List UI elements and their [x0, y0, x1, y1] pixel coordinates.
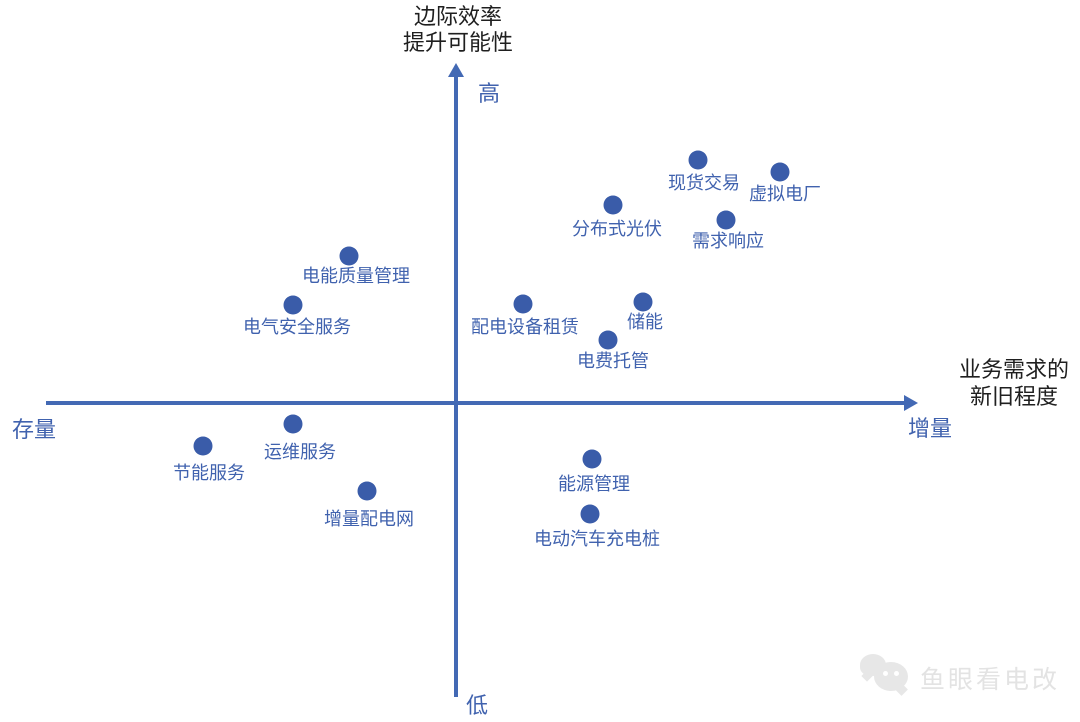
data-point-1: [688, 150, 708, 170]
data-point-4: [716, 210, 736, 230]
wechat-icon-eye: [883, 671, 888, 676]
y-axis-low-label: 低: [466, 693, 489, 718]
data-point-12: [357, 481, 377, 501]
data-point-13: [582, 449, 602, 469]
data-point-label-5: 电能质量管理: [302, 266, 410, 286]
x-axis-title: 业务需求的 新旧程度: [934, 356, 1080, 410]
data-point-label-2: 虚拟电厂: [749, 184, 821, 204]
data-point-label-10: 运维服务: [264, 442, 336, 462]
data-point-label-1: 现货交易: [668, 173, 740, 193]
data-point-11: [193, 436, 213, 456]
y-axis-title: 边际效率 提升可能性: [378, 4, 538, 56]
wechat-icon: [860, 652, 912, 696]
data-point-label-4: 需求响应: [692, 231, 764, 251]
y-axis-title-line2: 提升可能性: [402, 30, 513, 55]
x-axis-arrowhead-icon: [904, 395, 918, 411]
watermark-text: 鱼眼看电改: [920, 666, 1061, 694]
y-axis-high-label: 高: [478, 81, 501, 106]
data-point-5: [339, 246, 359, 266]
data-point-8: [633, 292, 653, 312]
data-point-10: [283, 414, 303, 434]
data-point-label-11: 节能服务: [173, 463, 245, 483]
data-point-label-8: 储能: [627, 312, 663, 332]
y-axis-title-line1: 边际效率: [413, 4, 502, 29]
wechat-icon-big-bubble: [874, 662, 908, 691]
data-point-label-6: 电气安全服务: [243, 317, 351, 337]
y-axis-arrowhead-icon: [448, 63, 464, 77]
x-axis-right-label: 增量: [908, 416, 953, 441]
watermark: 鱼眼看电改: [860, 650, 1076, 698]
x-axis-title-line2: 新旧程度: [969, 384, 1058, 409]
data-point-9: [598, 330, 618, 350]
data-point-6: [283, 295, 303, 315]
data-point-2: [770, 162, 790, 182]
x-axis-left-label: 存量: [12, 417, 57, 442]
data-point-label-13: 能源管理: [558, 474, 630, 494]
data-point-label-12: 增量配电网: [324, 509, 414, 529]
data-point-label-7: 配电设备租赁: [471, 317, 579, 337]
data-point-14: [580, 504, 600, 524]
data-point-7: [513, 294, 533, 314]
x-axis-line: [46, 401, 905, 405]
y-axis-line: [454, 74, 458, 697]
wechat-icon-eye: [894, 671, 899, 676]
data-point-3: [603, 195, 623, 215]
data-point-label-9: 电费托管: [577, 351, 649, 371]
data-point-label-3: 分布式光伏: [572, 219, 662, 239]
x-axis-title-line1: 业务需求的: [958, 357, 1069, 382]
data-point-label-14: 电动汽车充电桩: [534, 529, 660, 549]
